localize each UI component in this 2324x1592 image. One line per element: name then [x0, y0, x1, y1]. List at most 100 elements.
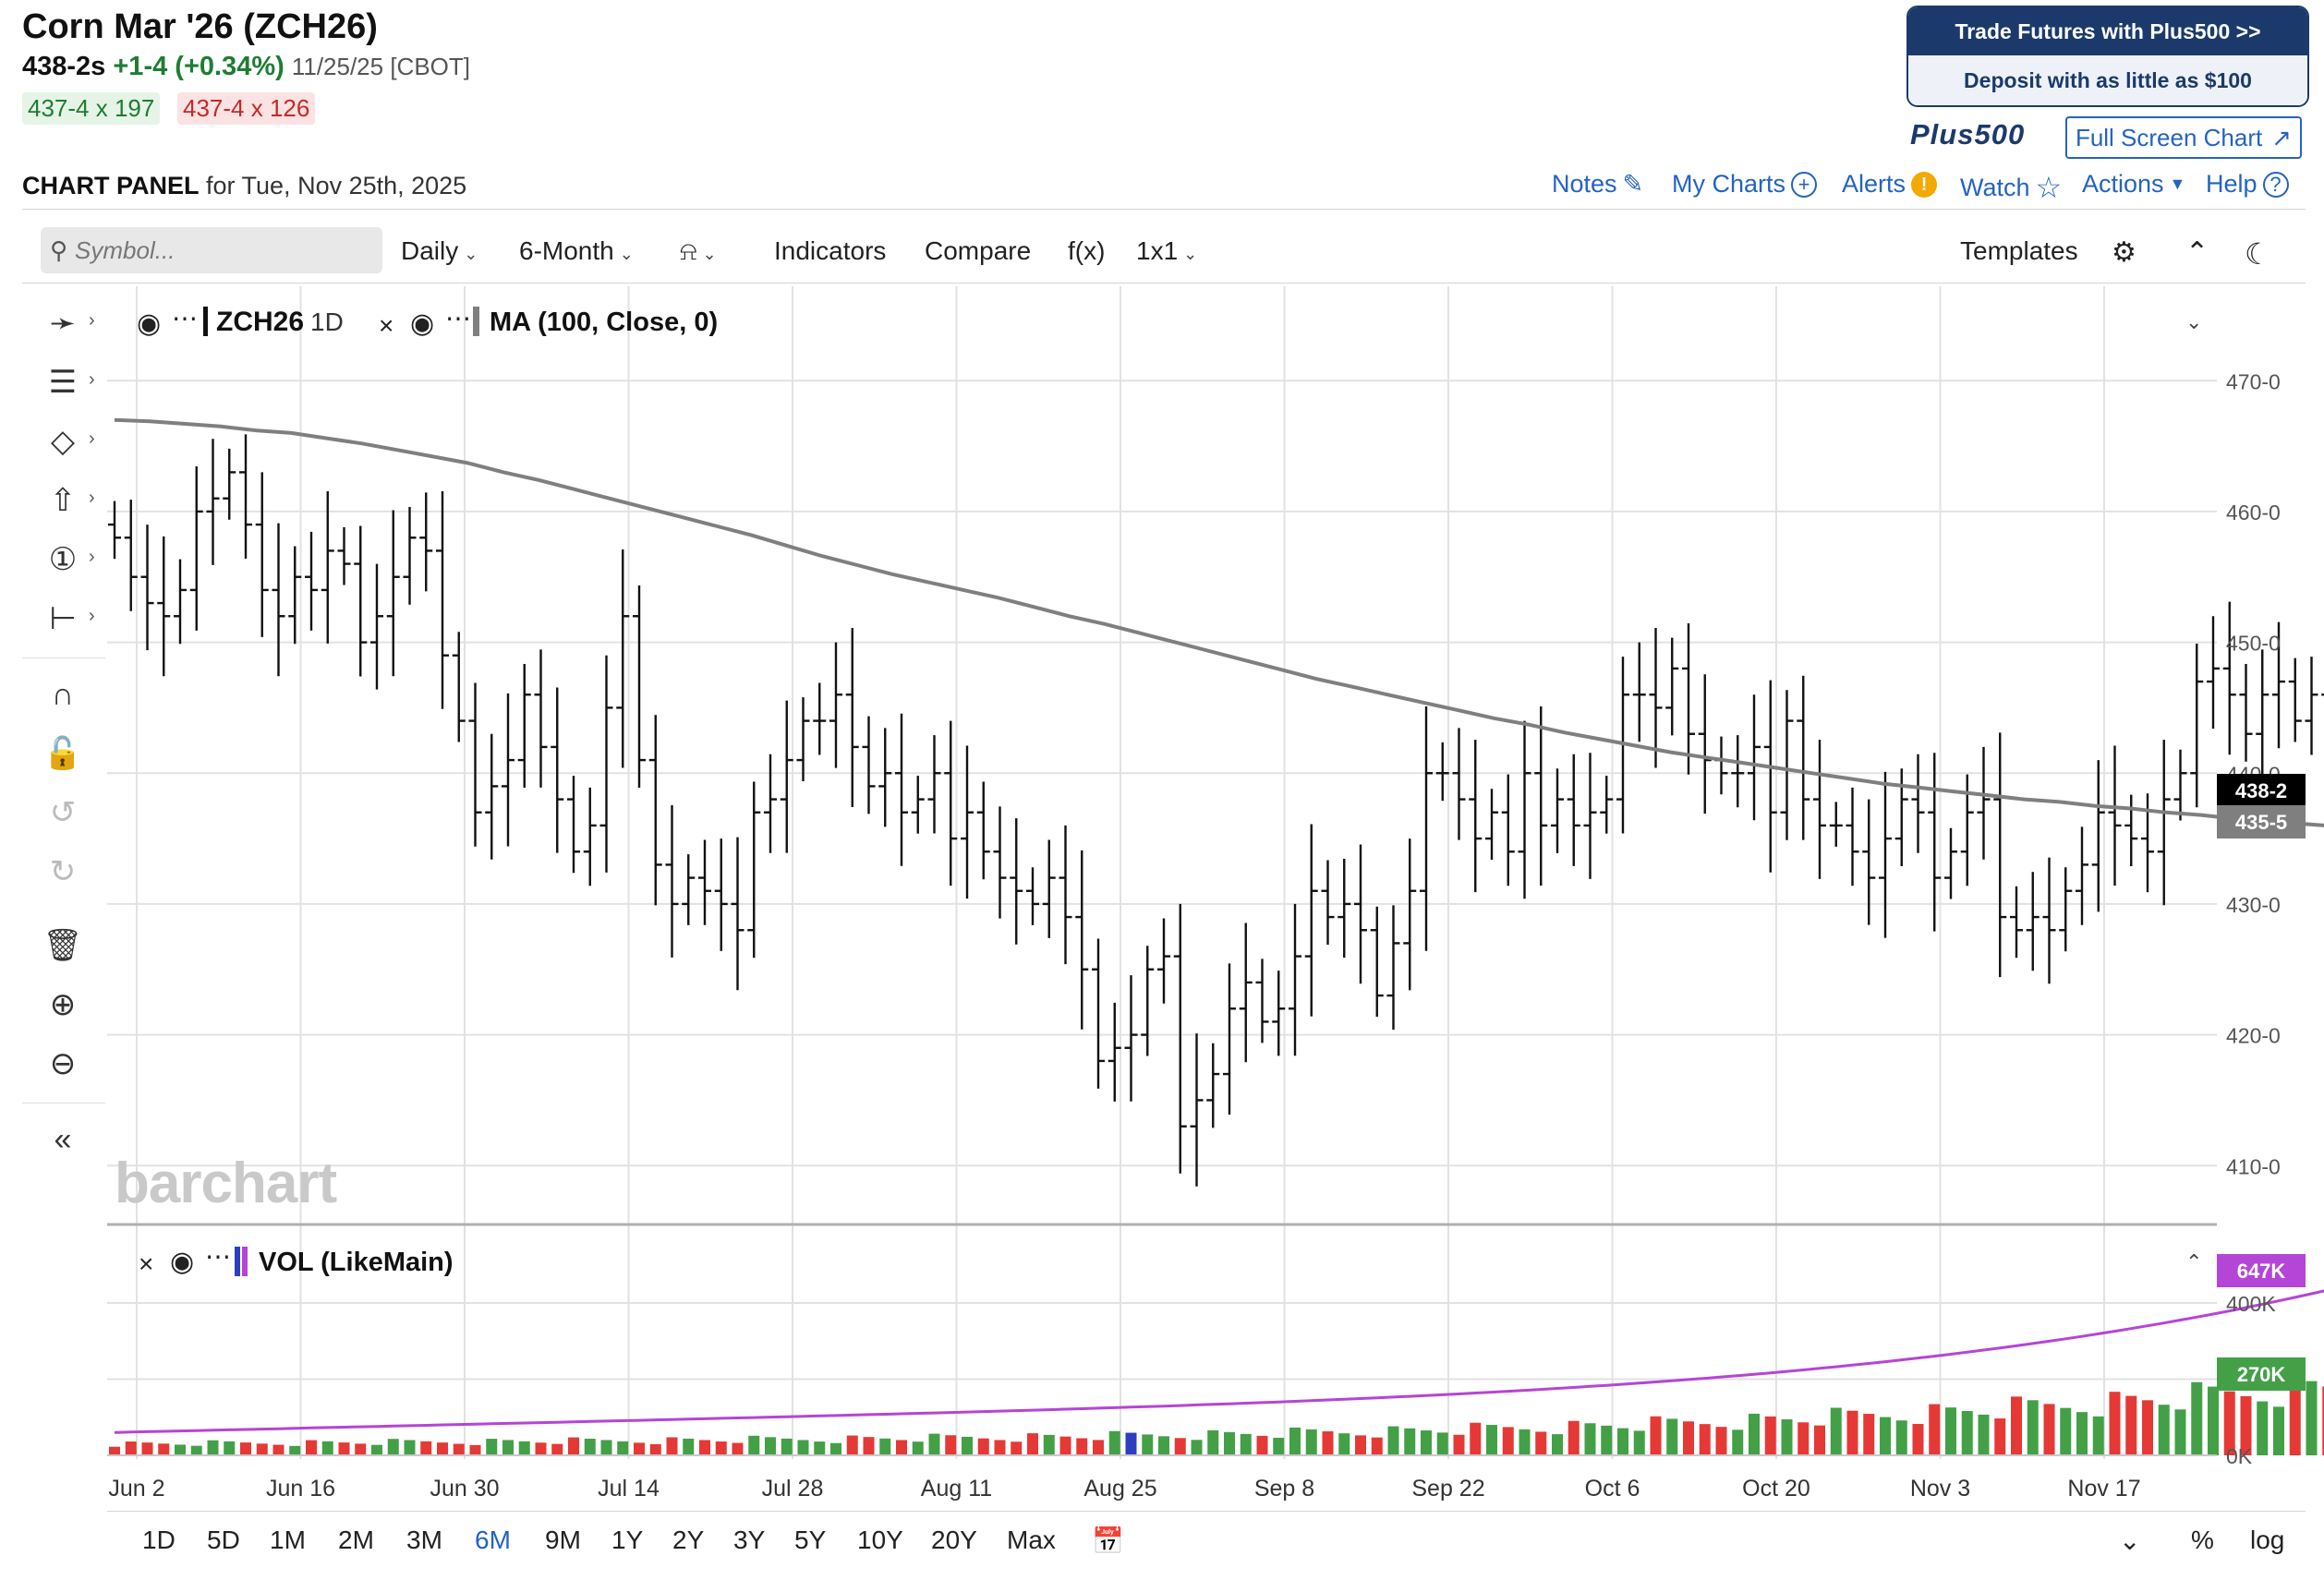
- collapse-left-icon[interactable]: «: [54, 1121, 72, 1157]
- range-1m[interactable]: 1M: [270, 1526, 306, 1554]
- chevron-right-icon[interactable]: ›: [89, 369, 95, 390]
- templates-button[interactable]: Templates: [1960, 236, 2078, 265]
- shapes-tool-icon[interactable]: ◇: [50, 424, 76, 459]
- range-2y[interactable]: 2Y: [672, 1526, 705, 1554]
- close-icon[interactable]: ×: [139, 1249, 153, 1278]
- plus500-logo[interactable]: Plus500: [1910, 118, 2026, 151]
- range-3y[interactable]: 3Y: [733, 1526, 766, 1554]
- zoom-in-icon[interactable]: ⊕: [49, 987, 77, 1022]
- bar-type-dropdown[interactable]: ⍾ ⌄: [680, 236, 717, 267]
- settings-gear-icon[interactable]: ⚙: [2112, 237, 2136, 268]
- plus500-ad[interactable]: Trade Futures with Plus500 >> Deposit wi…: [1906, 6, 2309, 107]
- close-icon[interactable]: ×: [379, 311, 393, 340]
- double-chevron-down-icon[interactable]: ⌄: [2119, 1526, 2141, 1555]
- period-dropdown[interactable]: 6-Month ⌄: [519, 236, 634, 266]
- eye-icon[interactable]: ◉: [137, 308, 161, 339]
- watch-link[interactable]: Watch ☆: [1960, 170, 2062, 205]
- range-5y[interactable]: 5Y: [794, 1526, 827, 1554]
- volume-bar: [1683, 1421, 1694, 1455]
- ohlc-bar: [1846, 787, 1859, 886]
- alerts-link[interactable]: Alerts !: [1842, 170, 1938, 199]
- range-1d[interactable]: 1D: [142, 1526, 176, 1554]
- chevron-right-icon[interactable]: ›: [89, 606, 95, 626]
- indicators-button[interactable]: Indicators: [774, 236, 887, 265]
- ohlc-bar: [337, 526, 351, 585]
- ad-deposit-link[interactable]: Deposit with as little as $100: [1908, 55, 2307, 105]
- quote-line: 438-2s +1-4 (+0.34%) 11/25/25 [CBOT]: [22, 52, 470, 82]
- range-9m[interactable]: 9M: [545, 1526, 581, 1554]
- range-6m[interactable]: 6M: [475, 1526, 511, 1554]
- chevron-right-icon[interactable]: ›: [89, 488, 95, 508]
- price-tick-label: 450-0: [2226, 632, 2281, 656]
- fib-lines-tool-icon[interactable]: ☰: [48, 365, 78, 400]
- chevron-up-icon[interactable]: ⌃: [2185, 1250, 2202, 1273]
- calendar-icon[interactable]: 📅: [1092, 1526, 1124, 1555]
- volume-bar: [1830, 1407, 1842, 1455]
- period-label: 6-Month: [519, 236, 614, 265]
- magnet-icon[interactable]: ∩: [51, 676, 75, 712]
- volume-bar: [207, 1440, 219, 1455]
- volume-bar: [2273, 1406, 2284, 1455]
- ohlc-bar: [1403, 838, 1417, 991]
- ohlc-bar: [255, 472, 269, 637]
- percent-scale-toggle[interactable]: %: [2191, 1526, 2214, 1554]
- volume-bar: [600, 1440, 612, 1455]
- zoom-out-icon[interactable]: ⊖: [49, 1046, 77, 1081]
- more-icon[interactable]: ⋯: [205, 1242, 231, 1271]
- ad-trade-link[interactable]: Trade Futures with Plus500 >>: [1908, 7, 2307, 55]
- volume-bar: [109, 1446, 120, 1455]
- chevron-right-icon[interactable]: ›: [89, 310, 95, 331]
- unlock-icon[interactable]: 🔓: [42, 736, 83, 771]
- notes-link[interactable]: Notes ✎: [1552, 170, 1643, 199]
- range-1y[interactable]: 1Y: [611, 1526, 644, 1554]
- range-10y[interactable]: 10Y: [857, 1526, 903, 1554]
- redo-icon[interactable]: ↻: [49, 854, 77, 889]
- range-5d[interactable]: 5D: [207, 1526, 240, 1554]
- date-tick-label: Jun 2: [108, 1476, 164, 1502]
- fx-button[interactable]: f(x): [1068, 236, 1106, 265]
- ohlc-bar: [1010, 818, 1023, 945]
- log-scale-toggle[interactable]: log: [2250, 1526, 2285, 1554]
- date-tick-label: Nov 17: [2067, 1476, 2140, 1502]
- more-icon[interactable]: ⋯: [172, 304, 198, 332]
- ohlc-bar: [1649, 628, 1663, 768]
- eye-icon[interactable]: ◉: [170, 1247, 194, 1277]
- symbol-search[interactable]: ⚲ Symbol...: [41, 227, 382, 273]
- trendline-tool-icon[interactable]: ➛: [49, 306, 77, 341]
- range-2m[interactable]: 2M: [338, 1526, 374, 1554]
- arrow-marker-tool-icon[interactable]: ⇧: [49, 483, 77, 518]
- ohlc-bar: [305, 531, 318, 631]
- compare-button[interactable]: Compare: [925, 236, 1032, 265]
- dark-mode-moon-icon[interactable]: ☾: [2245, 237, 2271, 271]
- ohlc-bar: [1026, 867, 1039, 925]
- range-3m[interactable]: 3M: [406, 1526, 442, 1554]
- help-link[interactable]: Help ?: [2206, 170, 2289, 199]
- ohlc-bar: [944, 720, 958, 886]
- ohlc-bar: [1977, 746, 1991, 860]
- chevron-down-icon[interactable]: ⌄: [2185, 310, 2202, 333]
- volume-bar: [1749, 1413, 1760, 1455]
- eye-icon[interactable]: ◉: [410, 308, 434, 339]
- layout-dropdown[interactable]: 1x1 ⌄: [1136, 236, 1197, 266]
- range-20y[interactable]: 20Y: [931, 1526, 977, 1554]
- symbol-input-placeholder[interactable]: Symbol...: [75, 235, 176, 264]
- annotation-number-tool-icon[interactable]: ①: [48, 542, 78, 577]
- range-max[interactable]: Max: [1007, 1526, 1056, 1554]
- more-icon[interactable]: ⋯: [445, 304, 471, 332]
- collapse-up-icon[interactable]: ⌃: [2185, 237, 2209, 268]
- my-charts-link[interactable]: My Charts +: [1672, 170, 1818, 199]
- chevron-right-icon[interactable]: ›: [89, 428, 95, 449]
- actions-menu[interactable]: Actions ▼: [2082, 170, 2185, 199]
- ohlc-bar: [1223, 963, 1236, 1116]
- measure-tool-icon[interactable]: ⊢: [49, 601, 77, 636]
- full-screen-chart-button[interactable]: Full Screen Chart ↗: [2065, 116, 2302, 159]
- ohlc-bar: [189, 466, 203, 631]
- volume-bar: [1322, 1431, 1334, 1455]
- ohlc-bar: [1239, 923, 1253, 1063]
- undo-icon[interactable]: ↺: [49, 795, 77, 830]
- trash-icon[interactable]: 🗑: [42, 928, 83, 963]
- interval-dropdown[interactable]: Daily ⌄: [401, 236, 478, 266]
- ohlc-bar: [1748, 694, 1761, 821]
- chevron-right-icon[interactable]: ›: [89, 547, 95, 567]
